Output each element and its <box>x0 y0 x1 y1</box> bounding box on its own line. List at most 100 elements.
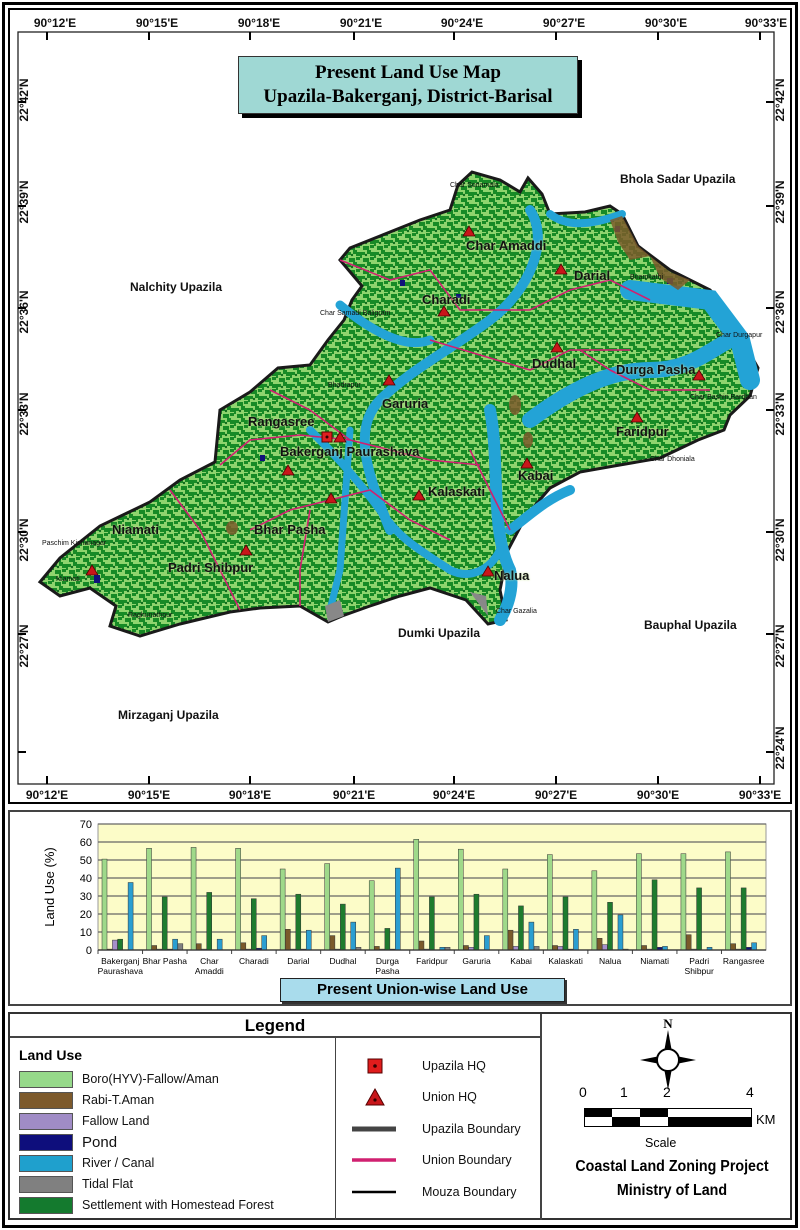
swatch-river <box>19 1154 73 1172</box>
mouza-label: Char Samadi Baligram <box>320 310 391 317</box>
svg-text:60: 60 <box>80 837 92 849</box>
map-canvas <box>17 31 775 785</box>
scale-label-1: 1 <box>620 1084 628 1100</box>
svg-text:Land Use (%): Land Use (%) <box>42 847 57 926</box>
svg-text:0: 0 <box>86 945 92 957</box>
union-boundary-line-icon <box>348 1150 408 1170</box>
svg-text:Faridpur: Faridpur <box>416 956 448 966</box>
svg-text:Darial: Darial <box>287 956 309 966</box>
legend-label: Union HQ <box>422 1090 477 1104</box>
scale-bar <box>584 1108 752 1127</box>
scale-unit: KM <box>756 1112 776 1127</box>
legend-item-union-hq: Union HQ <box>348 1087 477 1107</box>
north-label: N <box>663 1016 673 1031</box>
legend-item-pond: Pond <box>19 1133 117 1151</box>
map-title: Present Land Use Map <box>315 62 501 83</box>
mouza-label: Paschim Kishanagar <box>42 540 107 547</box>
legend-title: Legend <box>10 1014 540 1038</box>
svg-text:Char: Char <box>200 956 219 966</box>
lon-tick-top: 90°21'E <box>339 16 383 30</box>
land-use-heading: Land Use <box>19 1047 83 1063</box>
union-label-kabai: Kabai <box>518 468 554 483</box>
legend-item-fallow: Fallow Land <box>19 1112 149 1130</box>
swatch-rabi <box>19 1091 73 1109</box>
lon-tick-bottom: 90°18'E <box>228 788 272 802</box>
mouza-label: Raghunathpur <box>128 612 173 619</box>
svg-text:50: 50 <box>80 855 92 867</box>
union-label-rangasree: Rangasree <box>248 414 315 429</box>
svg-text:Padri: Padri <box>689 956 709 966</box>
swatch-tidal <box>19 1175 73 1193</box>
mouza-label: Char Durgapur <box>716 332 763 339</box>
svg-text:40: 40 <box>80 873 92 885</box>
legend-panel: Legend Land Use Boro(HYV)-Fallow/Aman Ra… <box>8 1012 792 1220</box>
svg-text:70: 70 <box>80 819 92 831</box>
lon-tick-bottom: 90°27'E <box>534 788 578 802</box>
union-label-faridpur: Faridpur <box>616 424 669 439</box>
neighbor-bauphal: Bauphal Upazila <box>644 618 737 632</box>
scale-label-2: 2 <box>663 1084 671 1100</box>
bar-chart: 0 10 20 30 40 50 60 70 Land Use (%) BakerganjPaur… <box>42 819 767 976</box>
mouza-label: Biramkathi <box>630 274 664 281</box>
union-hq-icon <box>348 1087 408 1107</box>
legend-label: Upazila HQ <box>422 1059 486 1073</box>
union-label-garuria: Garuria <box>382 396 429 411</box>
svg-text:30: 30 <box>80 891 92 903</box>
lon-tick-top: 90°15'E <box>135 16 179 30</box>
legend-item-mouza-boundary: Mouza Boundary <box>348 1182 517 1202</box>
lon-tick-bottom: 90°33'E <box>738 788 782 802</box>
mouza-label: Bhadrapur <box>328 382 361 389</box>
svg-text:Garuria: Garuria <box>462 956 491 966</box>
svg-text:Durga: Durga <box>376 956 399 966</box>
svg-text:Kalaskati: Kalaskati <box>548 956 583 966</box>
lon-tick-top: 90°33'E <box>744 16 788 30</box>
svg-text:Paurashava: Paurashava <box>98 966 144 976</box>
legend-label: Tidal Flat <box>82 1177 133 1191</box>
legend-item-upazila-hq: Upazila HQ <box>348 1056 486 1076</box>
legend-divider <box>335 1038 336 1220</box>
chart-title: Present Union-wise Land Use <box>280 978 565 1002</box>
lon-tick-top: 90°30'E <box>644 16 688 30</box>
mouza-label: Char Gazalia <box>496 608 537 615</box>
mouza-boundary-line-icon <box>348 1182 408 1202</box>
legend-label: Upazila Boundary <box>422 1122 521 1136</box>
union-label-dudhal: Dudhal <box>532 356 577 371</box>
lon-tick-bottom: 90°12'E <box>25 788 69 802</box>
map-subtitle: Upazila-Bakerganj, District-Barisal <box>263 86 553 107</box>
legend-label: Boro(HYV)-Fallow/Aman <box>82 1072 219 1086</box>
legend-item-river: River / Canal <box>19 1154 154 1172</box>
legend-item-boro: Boro(HYV)-Fallow/Aman <box>19 1070 219 1088</box>
chart-panel: 0 10 20 30 40 50 60 70 Land Use (%) Bakerganj Paur… <box>8 810 792 1006</box>
legend-label: River / Canal <box>82 1156 155 1170</box>
lon-tick-top: 90°12'E <box>33 16 77 30</box>
mouza-label: Niamati <box>56 576 80 583</box>
north-arrow-icon: N <box>628 1014 708 1099</box>
scale-label-0: 0 <box>579 1084 587 1100</box>
union-label-durga-pasha: Durga Pasha <box>616 362 696 377</box>
svg-text:Charadi: Charadi <box>239 956 269 966</box>
svg-text:Rangasree: Rangasree <box>723 956 765 966</box>
mouza-label: Char Dhoniala <box>650 456 695 463</box>
swatch-fallow <box>19 1112 73 1130</box>
union-label-nalua: Nalua <box>494 568 530 583</box>
union-hq-markers <box>85 225 706 577</box>
legend-item-rabi: Rabi-T.Aman <box>19 1091 154 1109</box>
map-panel: 90°12'E 90°15'E 90°18'E 90°21'E 90°24'E … <box>8 8 792 804</box>
swatch-pond <box>19 1133 73 1151</box>
union-label-bhar-pasha: Bhar Pasha <box>254 522 326 537</box>
scale-caption: Scale <box>645 1136 677 1150</box>
legend-label: Rabi-T.Aman <box>82 1093 155 1107</box>
union-label-charadi: Charadi <box>422 292 471 307</box>
legend-label: Mouza Boundary <box>422 1185 517 1199</box>
lon-tick-bottom: 90°15'E <box>127 788 171 802</box>
lon-tick-bottom: 90°21'E <box>332 788 376 802</box>
mouza-label: Char Bashiri Bardhan <box>690 394 757 401</box>
svg-text:Bhar Pasha: Bhar Pasha <box>143 956 188 966</box>
svg-text:Amaddi: Amaddi <box>195 966 224 976</box>
org-name: Coastal Land Zoning Project <box>575 1158 769 1175</box>
swatch-boro <box>19 1070 73 1088</box>
svg-text:Dudhal: Dudhal <box>329 956 356 966</box>
legend-label: Settlement with Homestead Forest <box>82 1198 274 1212</box>
svg-text:Shibpur: Shibpur <box>685 966 714 976</box>
